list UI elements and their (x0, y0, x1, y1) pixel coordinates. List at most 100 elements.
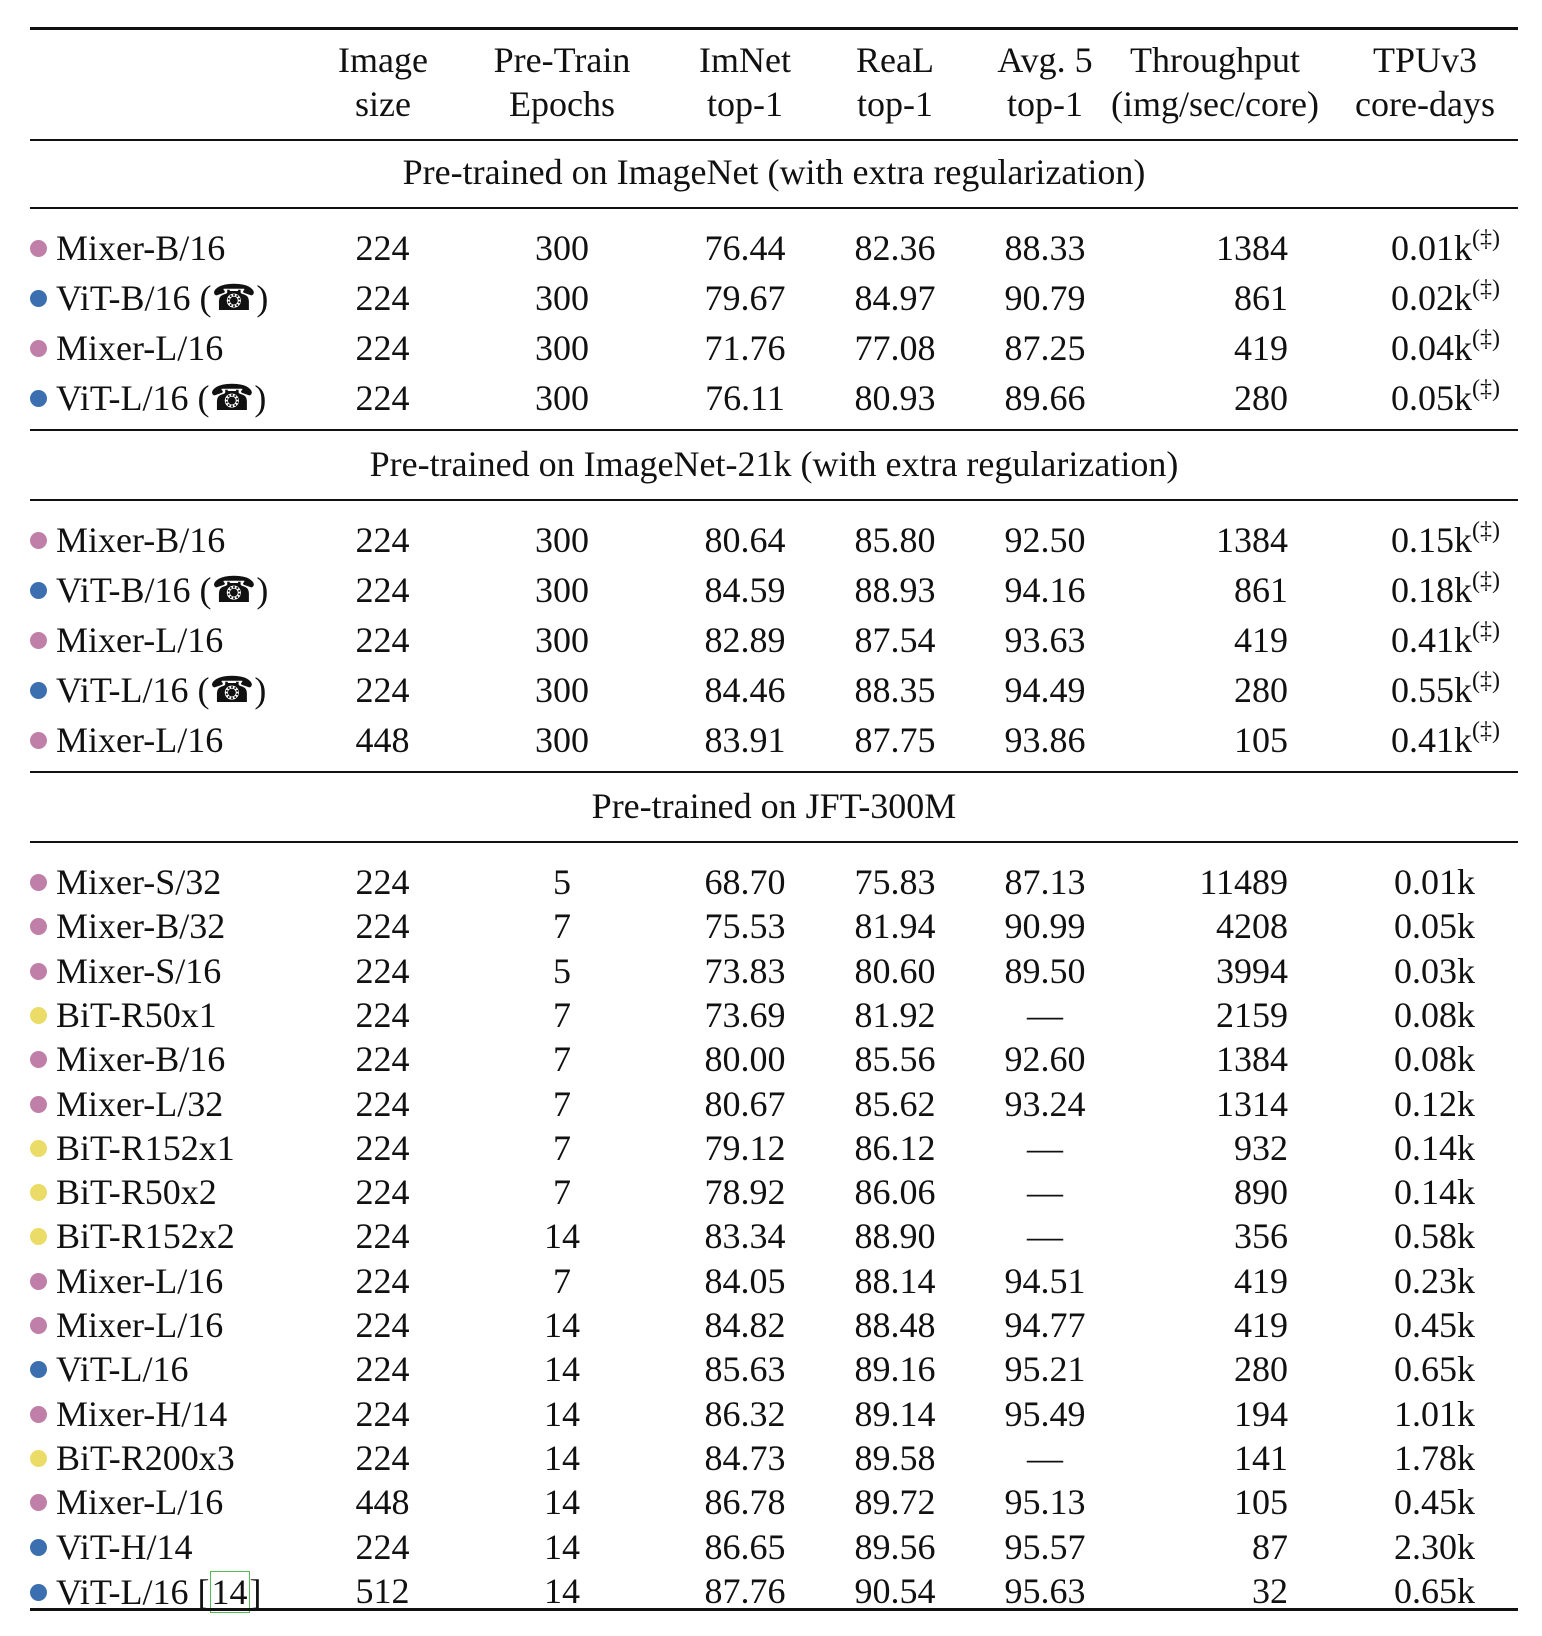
table-row: ViT-B/16 (☎) 224 300 79.67 84.97 90.79 861 0.02… (0, 277, 1542, 318)
core-days-value: 0.14k (1394, 1172, 1475, 1212)
core-days-cell: 0.08k (1250, 1039, 1475, 1079)
table-row: Mixer-B/32 224 7 75.53 81.94 90.99 4208 0.05k (0, 906, 1542, 946)
core-days-cell: 0.14k (1250, 1172, 1475, 1212)
model-cell: ViT-L/16 [14] (30, 1571, 262, 1613)
throughput-cell: 87 (1252, 1527, 1288, 1567)
throughput-cell: 280 (1234, 670, 1288, 710)
epochs-cell: 14 (544, 1349, 580, 1389)
epochs-cell: 14 (544, 1394, 580, 1434)
mixer-dot-icon (30, 531, 47, 549)
header-rule (30, 139, 1518, 141)
table-row: Mixer-L/16 448 14 86.78 89.72 95.13 105 0.45k (0, 1482, 1542, 1522)
image-size-cell: 224 (355, 1349, 410, 1389)
model-name: BiT-R152x2 (56, 1216, 235, 1256)
model-name: Mixer-H/14 (56, 1394, 228, 1434)
throughput-cell: 419 (1234, 1261, 1288, 1301)
epochs-cell: 5 (553, 951, 571, 991)
imnet-top1-cell: 80.67 (704, 1084, 786, 1124)
model-cell: ViT-B/16 (☎) (30, 278, 268, 318)
core-days-value: 0.08k (1394, 1039, 1475, 1079)
real-top1-cell: 88.93 (854, 570, 936, 610)
epochs-cell: 7 (553, 906, 571, 946)
header-imnet: ImNet top-1 (699, 40, 791, 124)
model-name: Mixer-L/16 (56, 1261, 224, 1301)
real-top1-cell: 89.16 (854, 1349, 936, 1389)
mixer-dot-icon (30, 339, 47, 357)
table-row: Mixer-L/32 224 7 80.67 85.62 93.24 1314 0.12k (0, 1084, 1542, 1124)
model-cell: ViT-L/16 (☎) (30, 378, 266, 418)
epochs-cell: 14 (544, 1216, 580, 1256)
bit-dot-icon (30, 1227, 47, 1245)
core-days-cell: 0.65k (1250, 1571, 1475, 1611)
vit-dot-icon (30, 389, 47, 407)
model-cell: BiT-R50x1 (30, 995, 217, 1035)
imnet-top1-cell: 83.34 (704, 1216, 786, 1256)
core-days-cell: 0.04k(‡) (1250, 327, 1500, 368)
table-row: ViT-H/14 224 14 86.65 89.56 95.57 87 2.30k (0, 1527, 1542, 1567)
image-size-cell: 224 (355, 906, 410, 946)
mixer-dot-icon (30, 1405, 47, 1423)
core-days-cell: 1.01k (1250, 1394, 1475, 1434)
throughput-cell: 105 (1234, 720, 1288, 760)
core-days-cell: 0.23k (1250, 1261, 1475, 1301)
real-top1-cell: 88.48 (854, 1305, 936, 1345)
model-name: ViT-L/16 (☎) (56, 670, 267, 710)
throughput-cell: 419 (1234, 1305, 1288, 1345)
real-top1-cell: 85.62 (854, 1084, 936, 1124)
throughput-cell: 32 (1252, 1571, 1288, 1611)
imnet-top1-cell: 80.00 (704, 1039, 786, 1079)
throughput-cell: 141 (1234, 1438, 1288, 1478)
epochs-cell: 300 (535, 328, 589, 368)
core-days-cell: 0.41k(‡) (1250, 619, 1500, 660)
throughput-cell: 419 (1234, 620, 1288, 660)
imnet-top1-cell: 73.83 (704, 951, 786, 991)
core-days-value: 0.65k (1394, 1571, 1475, 1611)
model-name: ViT-H/14 (56, 1527, 193, 1567)
section-title: Pre-trained on ImageNet-21k (with extra … (369, 444, 1179, 484)
avg5-top1-cell: 94.49 (1004, 670, 1086, 710)
core-days-cell: 0.15k(‡) (1250, 519, 1500, 560)
image-size-cell: 224 (355, 378, 410, 418)
bit-dot-icon (30, 1183, 47, 1201)
avg5-top1-cell: — (1027, 1438, 1063, 1478)
avg5-top1-cell: 92.50 (1004, 520, 1086, 560)
footnote-mark: (‡) (1472, 568, 1500, 594)
model-cell: ViT-B/16 (☎) (30, 570, 268, 610)
real-top1-cell: 81.92 (854, 995, 936, 1035)
header-image-size: Image size (338, 40, 428, 124)
core-days-value: 0.41k (1391, 620, 1473, 660)
table-row: Mixer-H/14 224 14 86.32 89.14 95.49 194 1.01k (0, 1394, 1542, 1434)
image-size-cell: 512 (355, 1571, 410, 1611)
avg5-top1-cell: 95.57 (1004, 1527, 1086, 1567)
throughput-cell: 105 (1234, 1482, 1288, 1522)
throughput-cell: 890 (1234, 1172, 1288, 1212)
footnote-mark: (‡) (1472, 718, 1500, 744)
vit-dot-icon (30, 1538, 47, 1556)
avg5-top1-cell: 90.99 (1004, 906, 1086, 946)
core-days-value: 0.65k (1394, 1349, 1475, 1389)
imnet-top1-cell: 78.92 (704, 1172, 786, 1212)
imnet-top1-cell: 84.46 (704, 670, 786, 710)
model-name: ViT-L/16 (☎) (56, 378, 267, 418)
core-days-value: 0.45k (1394, 1482, 1475, 1522)
model-name: Mixer-S/32 (56, 862, 222, 902)
imnet-top1-cell: 84.73 (704, 1438, 786, 1478)
core-days-cell: 0.05k(‡) (1250, 377, 1500, 418)
model-name: Mixer-B/16 (56, 228, 226, 268)
real-top1-cell: 89.58 (854, 1438, 936, 1478)
model-name: BiT-R200x3 (56, 1438, 235, 1478)
epochs-cell: 7 (553, 1084, 571, 1124)
imnet-top1-cell: 86.78 (704, 1482, 786, 1522)
core-days-value: 0.18k (1391, 570, 1473, 610)
section-title: Pre-trained on ImageNet (with extra regu… (402, 152, 1146, 192)
core-days-cell: 0.01k(‡) (1250, 227, 1500, 268)
vit-dot-icon (30, 1360, 47, 1378)
real-top1-cell: 84.97 (854, 278, 936, 318)
avg5-top1-cell: 94.51 (1004, 1261, 1086, 1301)
avg5-top1-cell: 90.79 (1004, 278, 1086, 318)
core-days-value: 0.15k (1391, 520, 1473, 560)
avg5-top1-cell: — (1027, 1216, 1063, 1256)
model-cell: Mixer-L/16 (30, 1305, 223, 1345)
image-size-cell: 224 (355, 862, 410, 902)
